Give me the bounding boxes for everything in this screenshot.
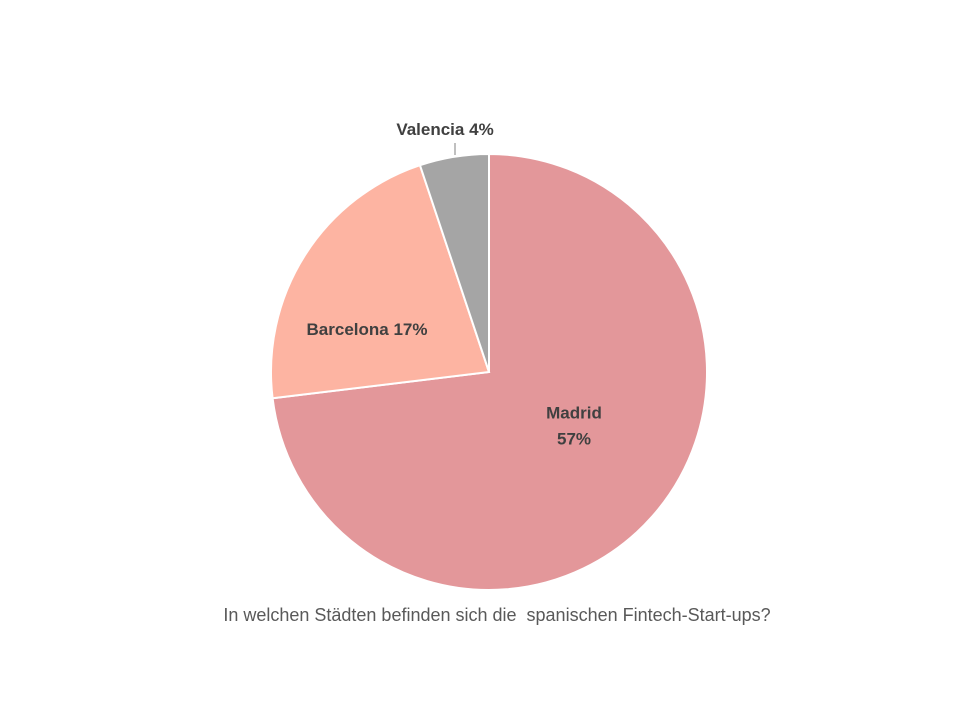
slice-label: Barcelona	[307, 320, 390, 339]
slice-label: Valencia	[396, 120, 465, 139]
slice-label-group: Barcelona 17%	[307, 320, 428, 339]
slice-label-group: Valencia 4%	[396, 120, 493, 139]
slice-value-label: 57%	[557, 429, 591, 448]
slice-value-label: 17%	[393, 320, 427, 339]
pie-slice	[418, 152, 490, 373]
pie-slice	[270, 163, 491, 400]
chart-title: In welchen Städten befinden sich die spa…	[223, 605, 770, 625]
slice-label: Madrid	[546, 403, 602, 422]
slice-value-label: 4%	[469, 120, 494, 139]
